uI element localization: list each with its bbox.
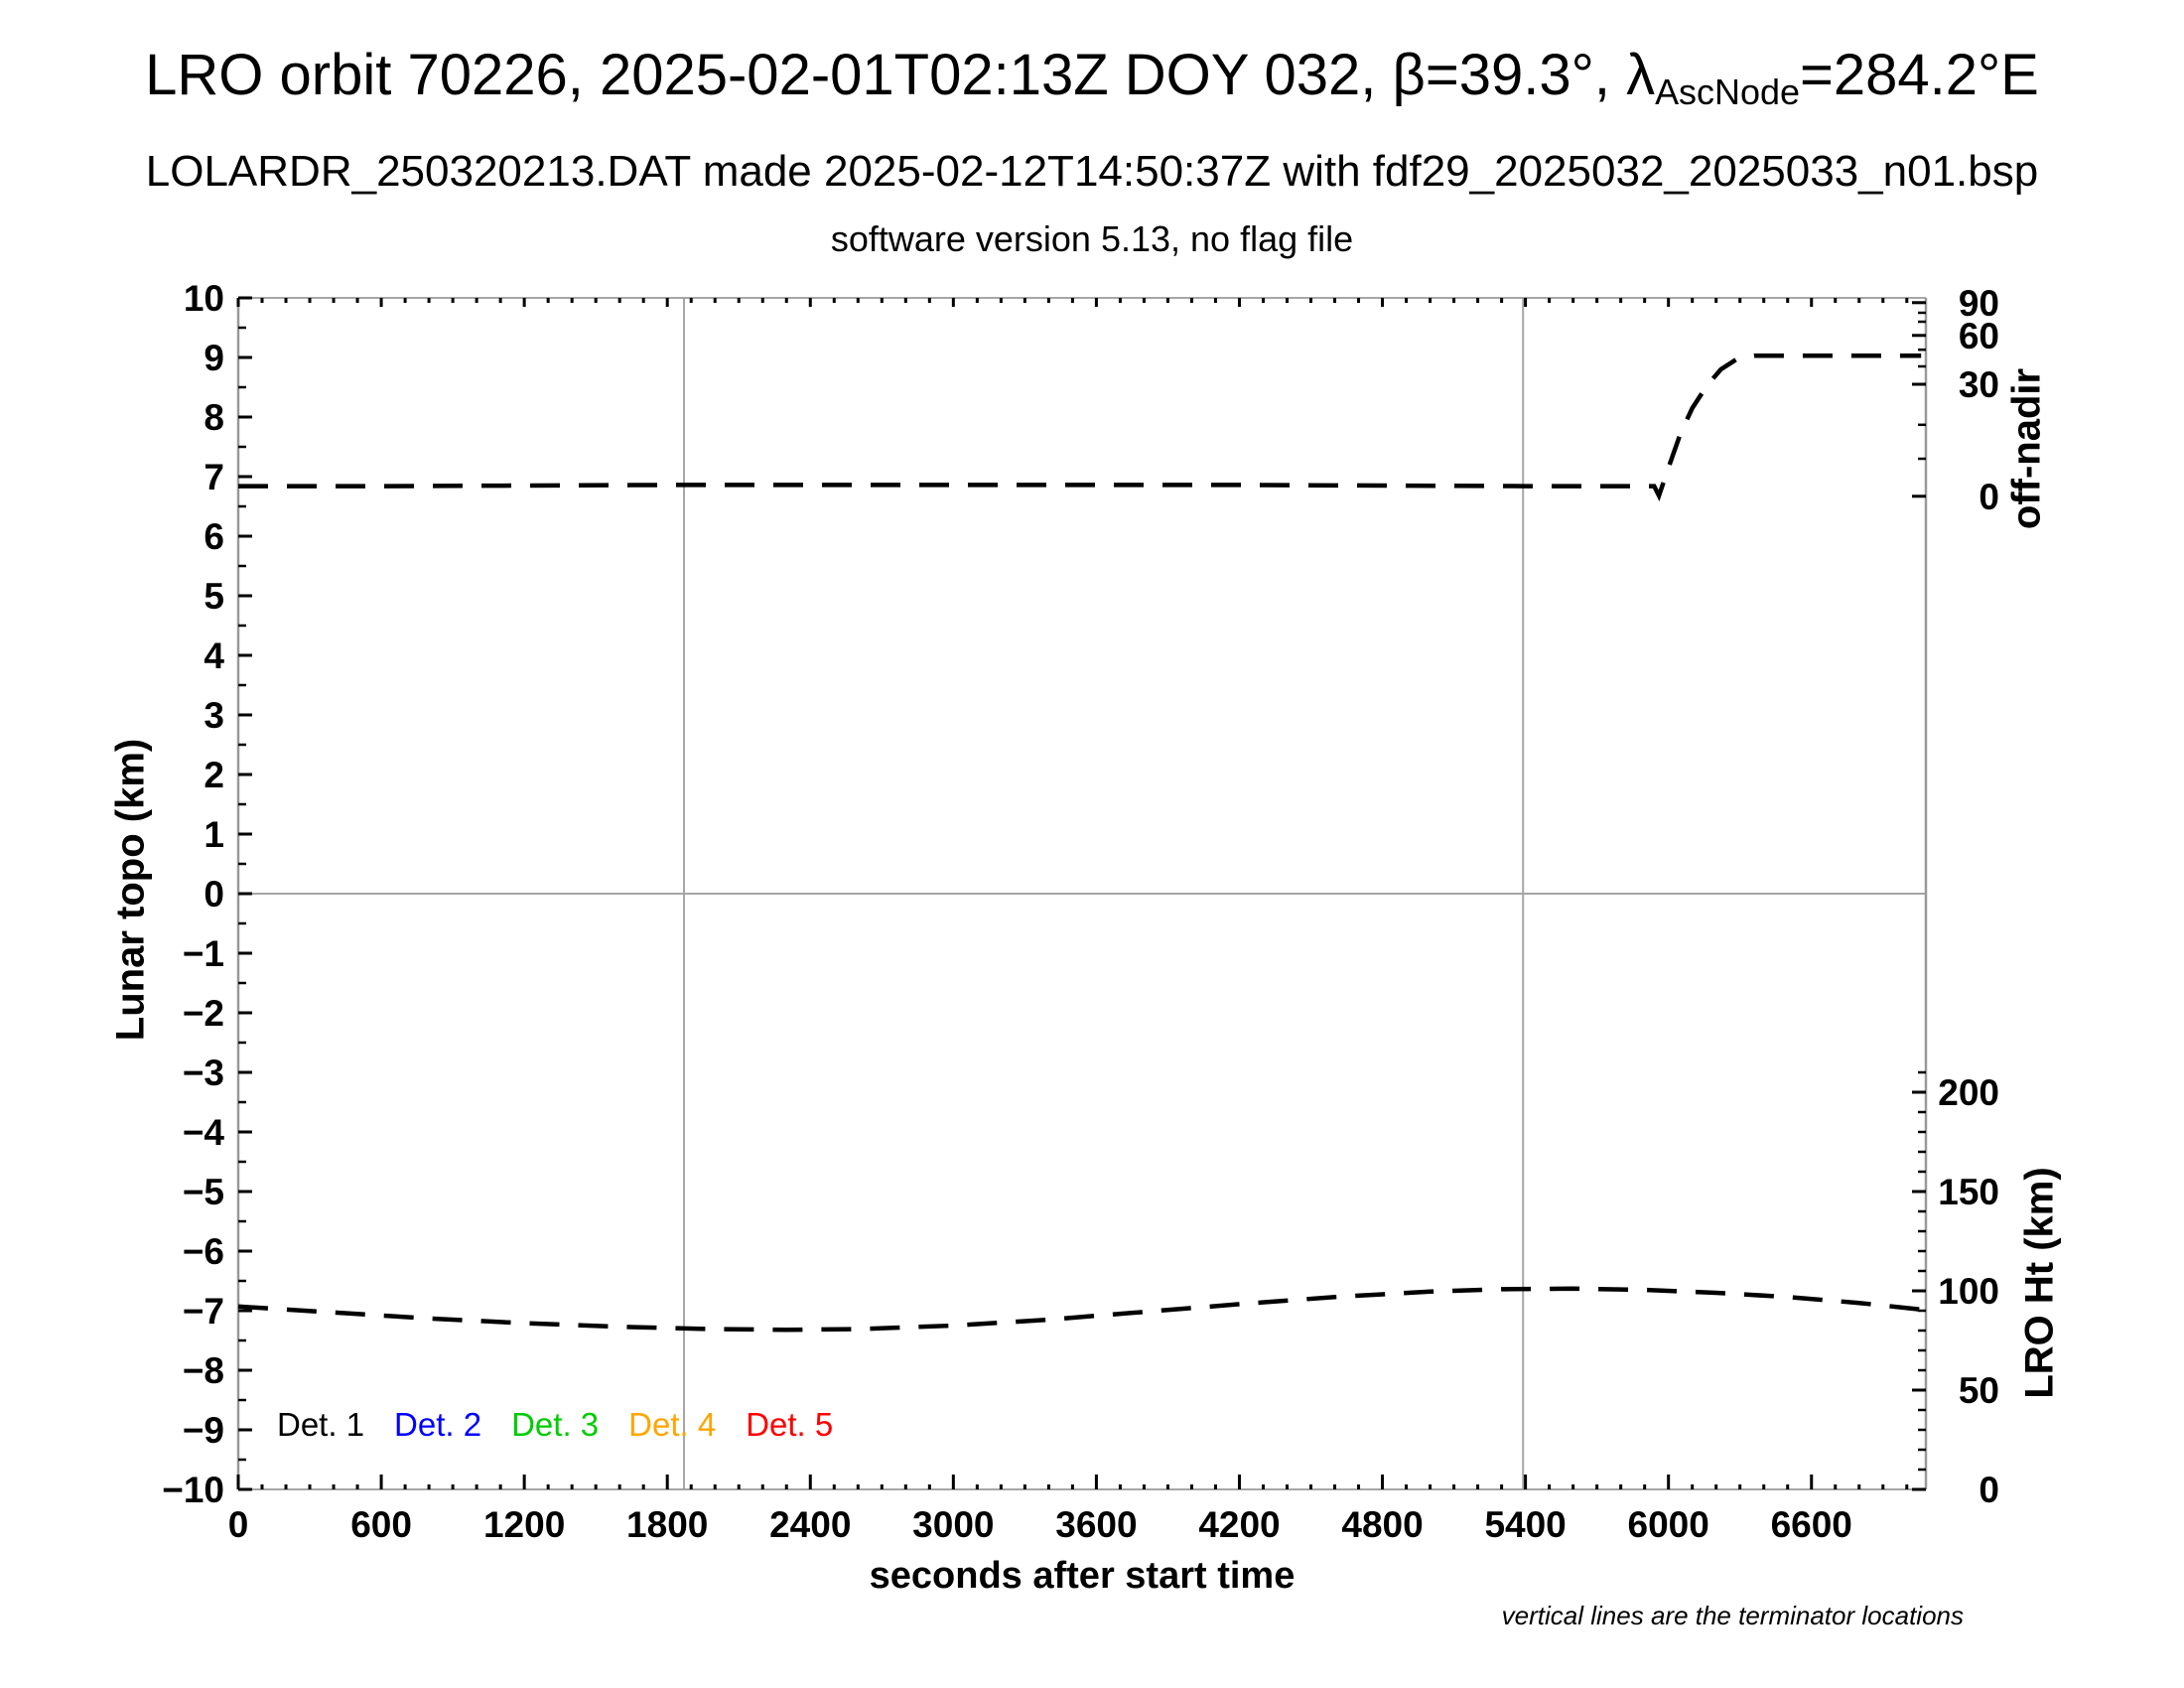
y-tick-label: 5 xyxy=(204,576,224,617)
y-axis-label-lro-ht: LRO Ht (km) xyxy=(2017,1167,2062,1399)
lroht-tick-label: 200 xyxy=(1938,1072,1999,1113)
offnadir-tick-label: 90 xyxy=(1959,283,1999,324)
x-tick-label: 2400 xyxy=(769,1504,851,1545)
y-tick-label: 7 xyxy=(204,457,224,497)
y-tick-label: −8 xyxy=(183,1350,224,1391)
y-axis-label-off-nadir: off-nadir xyxy=(2004,367,2049,530)
x-tick-label: 4200 xyxy=(1198,1504,1280,1545)
y-tick-label: 4 xyxy=(204,635,224,676)
x-tick-label: 0 xyxy=(228,1504,249,1545)
legend-item-det-2: Det. 2 xyxy=(394,1406,482,1443)
y-tick-label: 9 xyxy=(204,338,224,378)
y-tick-label: −3 xyxy=(183,1053,224,1093)
y-tick-label: −2 xyxy=(183,993,224,1034)
series-off-nadir-angle xyxy=(238,352,1922,502)
y-tick-label: −7 xyxy=(183,1291,224,1332)
y-tick-label: 3 xyxy=(204,695,224,736)
software-version-line: software version 5.13, no flag file xyxy=(830,218,1354,259)
terminator-footnote: vertical lines are the terminator locati… xyxy=(1501,1601,1964,1630)
title-lambda-symbol: λ xyxy=(1626,43,1656,107)
legend-item-det-5: Det. 5 xyxy=(746,1406,834,1443)
x-tick-label: 6000 xyxy=(1628,1504,1709,1545)
offnadir-tick-label: 60 xyxy=(1959,316,1999,356)
x-axis-label: seconds after start time xyxy=(869,1555,1296,1597)
y-tick-label: −9 xyxy=(183,1410,224,1451)
title-tail-text: =284.2°E xyxy=(1799,43,2039,107)
x-tick-label: 5400 xyxy=(1484,1504,1566,1545)
page-title: LRO orbit 70226, 2025-02-01T02:13Z DOY 0… xyxy=(0,42,2184,113)
x-tick-label: 4800 xyxy=(1341,1504,1423,1545)
lroht-tick-label: 50 xyxy=(1959,1370,1999,1411)
legend-item-det-1: Det. 1 xyxy=(277,1406,365,1443)
y-tick-label: 6 xyxy=(204,516,224,557)
y-tick-label: 2 xyxy=(204,755,224,795)
x-tick-label: 6600 xyxy=(1771,1504,1852,1545)
x-tick-label: 3600 xyxy=(1055,1504,1137,1545)
title-main-text: LRO orbit 70226, 2025-02-01T02:13Z DOY 0… xyxy=(145,43,1627,107)
x-tick-label: 1800 xyxy=(626,1504,708,1545)
y-tick-label: 1 xyxy=(204,814,224,855)
subtitle-filename-line: LOLARDR_250320213.DAT made 2025-02-12T14… xyxy=(145,147,2039,196)
x-tick-label: 1200 xyxy=(483,1504,565,1545)
x-tick-label: 3000 xyxy=(912,1504,994,1545)
y-tick-label: −6 xyxy=(183,1231,224,1272)
y-tick-label: 10 xyxy=(184,278,224,319)
detector-legend: Det. 1 Det. 2 Det. 3 Det. 4 Det. 5 xyxy=(277,1406,833,1444)
x-tick-label: 600 xyxy=(350,1504,412,1545)
y-tick-label: −10 xyxy=(162,1470,224,1510)
legend-item-det-3: Det. 3 xyxy=(511,1406,600,1443)
y-tick-label: 0 xyxy=(204,874,224,914)
y-tick-label: −4 xyxy=(183,1112,225,1153)
y-tick-label: −1 xyxy=(183,933,224,974)
y-tick-label: 8 xyxy=(204,397,224,438)
lroht-tick-label: 100 xyxy=(1938,1271,1999,1312)
y-tick-label: −5 xyxy=(183,1172,224,1212)
lroht-tick-label: 0 xyxy=(1979,1470,1999,1510)
legend-item-det-4: Det. 4 xyxy=(628,1406,717,1443)
offnadir-tick-label: 30 xyxy=(1959,364,1999,405)
y-axis-label-lunar-topo: Lunar topo (km) xyxy=(108,738,153,1042)
lroht-tick-label: 150 xyxy=(1938,1172,1999,1212)
offnadir-tick-label: 0 xyxy=(1979,477,1999,517)
title-lambda-subscript: AscNode xyxy=(1655,71,1800,113)
series-lro-height xyxy=(237,1286,1922,1333)
